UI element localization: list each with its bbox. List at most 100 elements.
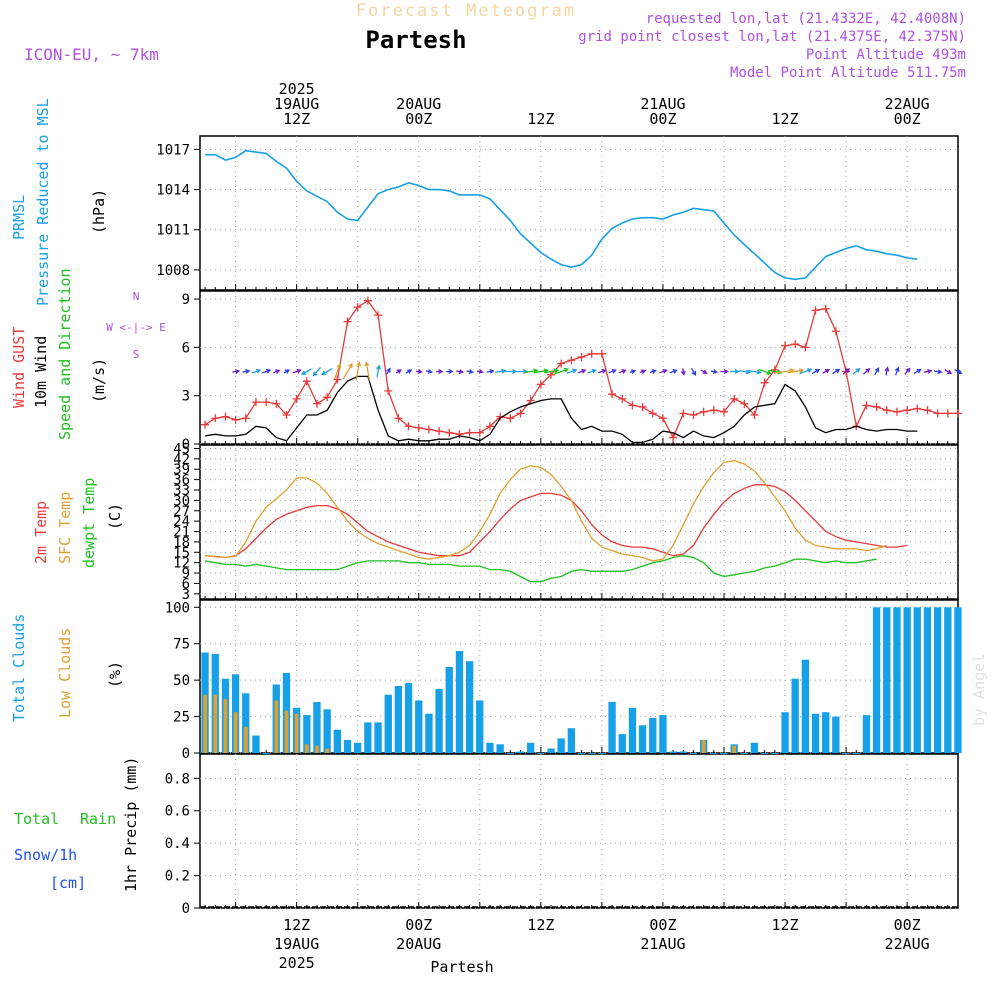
wind-gust-marker: [506, 414, 515, 423]
wind-direction-arrow: [476, 368, 484, 374]
super-title: Forecast Meteogram: [356, 1, 576, 21]
bottom-time-label: 12Z: [283, 916, 310, 934]
wind-direction-arrow: [691, 367, 697, 376]
wind-gust-marker: [679, 409, 688, 418]
wind-direction-arrow: [262, 368, 272, 374]
top-time-label: 12Z: [527, 110, 554, 128]
total-cloud-bar: [435, 688, 443, 753]
temperature-frame: [199, 444, 959, 600]
wind-direction-arrow: [720, 369, 729, 374]
wind-direction-arrow: [862, 368, 871, 375]
wind-direction-arrow: [748, 369, 762, 375]
bottom-time-label: 00Z: [894, 916, 921, 934]
wind-gust-marker: [699, 407, 708, 416]
wind-direction-arrow: [456, 369, 465, 375]
wind-gust-marker: [445, 428, 454, 437]
wind-direction-arrow: [301, 368, 312, 375]
chart-layer: 1017101410111008963045423936333027242118…: [156, 80, 963, 972]
wind-direction-arrow: [334, 363, 342, 379]
temperature-ytick-label: 3: [182, 587, 190, 603]
total-cloud-bar: [883, 607, 891, 753]
bottom-time-label: 12Z: [771, 916, 798, 934]
wind-gust-marker: [587, 349, 596, 358]
pressure-line: [205, 149, 918, 281]
temp-dew-label: dewpt Temp: [80, 478, 98, 568]
total-clouds-label: Total Clouds: [10, 614, 28, 722]
bottom-time-label: 19AUG: [274, 935, 319, 953]
temperature-ytick-label: 33: [173, 483, 190, 499]
total-cloud-bar: [364, 722, 372, 753]
wind-gust-marker: [577, 353, 586, 362]
wind-gust-marker: [404, 422, 413, 431]
wind-direction-arrow: [342, 362, 353, 380]
total-cloud-bar: [567, 728, 575, 753]
total-cloud-bar: [852, 753, 860, 754]
temperature-ytick-label: 12: [173, 556, 190, 572]
total-cloud-bar: [608, 702, 616, 753]
total-cloud-bar: [394, 686, 402, 753]
wind-gust-marker: [943, 409, 952, 418]
wind-direction-arrow: [446, 369, 454, 374]
total-cloud-bar: [415, 700, 423, 753]
wind-direction-arrow: [587, 368, 597, 374]
wind-direction-arrow: [376, 364, 382, 378]
total-cloud-bar: [638, 725, 647, 753]
pressure-ytick-label: 1014: [156, 183, 190, 199]
low-cloud-bar: [284, 710, 289, 753]
pressure-panel: 1017 1014 1011 1008: [156, 135, 959, 291]
pressure-label-prmsl: PRMSL: [10, 195, 28, 240]
wind-gust-marker: [313, 399, 322, 408]
precip-frame: [199, 753, 959, 909]
compass-n: N: [133, 290, 140, 303]
total-cloud-bar: [618, 734, 626, 753]
low-cloud-bar: [274, 700, 279, 753]
total-cloud-bar: [588, 753, 596, 754]
temperature-ytick-label: 36: [173, 473, 190, 489]
wind-direction-arrow: [799, 368, 813, 375]
wind-10m-label: 10m Wind: [32, 336, 50, 408]
temperature-ytick-label: 39: [173, 462, 190, 478]
top-time-label: 00Z: [405, 110, 432, 128]
cloud-labels: Total Clouds Low Clouds (%): [10, 614, 124, 722]
temp-sfc-label: SFC Temp: [56, 492, 74, 564]
temp-sfc-line: [205, 459, 888, 562]
wind-gust-marker: [455, 430, 464, 439]
wind-gust-marker: [231, 415, 240, 424]
temperature-ytick-label: 18: [173, 535, 190, 551]
total-cloud-bar: [872, 607, 881, 753]
wind-direction-arrow: [729, 369, 740, 374]
wind-direction-arrow: [495, 368, 507, 374]
total-cloud-bar: [547, 748, 555, 753]
precip-unit: 1hr Precip (mm): [122, 757, 140, 892]
wind-direction-arrow: [292, 368, 302, 374]
wind-direction-arrow: [944, 369, 953, 375]
temperature-ytick-label: 9: [182, 566, 190, 582]
wind-gust-marker: [251, 398, 260, 407]
bottom-time-label: 00Z: [405, 916, 432, 934]
temp-unit: (C): [106, 503, 124, 530]
total-cloud-bar: [761, 753, 769, 754]
wind-direction-arrow: [425, 368, 434, 374]
wind-gust-marker: [750, 411, 759, 420]
bottom-caption: Partesh: [430, 958, 493, 976]
total-cloud-bar: [466, 661, 474, 753]
temp-2m-line: [205, 484, 908, 559]
wind-gust-marker: [292, 394, 301, 403]
wind-gust-marker: [882, 406, 891, 415]
wind-direction-arrow: [933, 369, 943, 375]
wind-labels: Wind GUST 10m Wind Speed and Direction (…: [10, 268, 166, 440]
top-time-label: 20AUG: [396, 95, 441, 113]
wind-gust-marker: [557, 359, 566, 368]
wind-direction-arrow: [577, 368, 587, 374]
precip-labels: Total Rain Snow/1h [cm] 1hr Precip (mm): [14, 757, 140, 892]
wind-gust-marker: [353, 303, 362, 312]
wind-direction-arrow: [822, 369, 831, 374]
wind-gust-marker: [414, 423, 423, 432]
wind-gust-marker: [933, 409, 942, 418]
low-cloud-bar: [294, 713, 299, 753]
wind-ytick-label: 6: [182, 340, 190, 356]
wind-gust-marker: [282, 411, 291, 420]
temperature-ytick-label: 30: [173, 493, 190, 509]
wind-direction-arrow: [436, 369, 444, 374]
total-cloud-bar: [598, 753, 606, 754]
